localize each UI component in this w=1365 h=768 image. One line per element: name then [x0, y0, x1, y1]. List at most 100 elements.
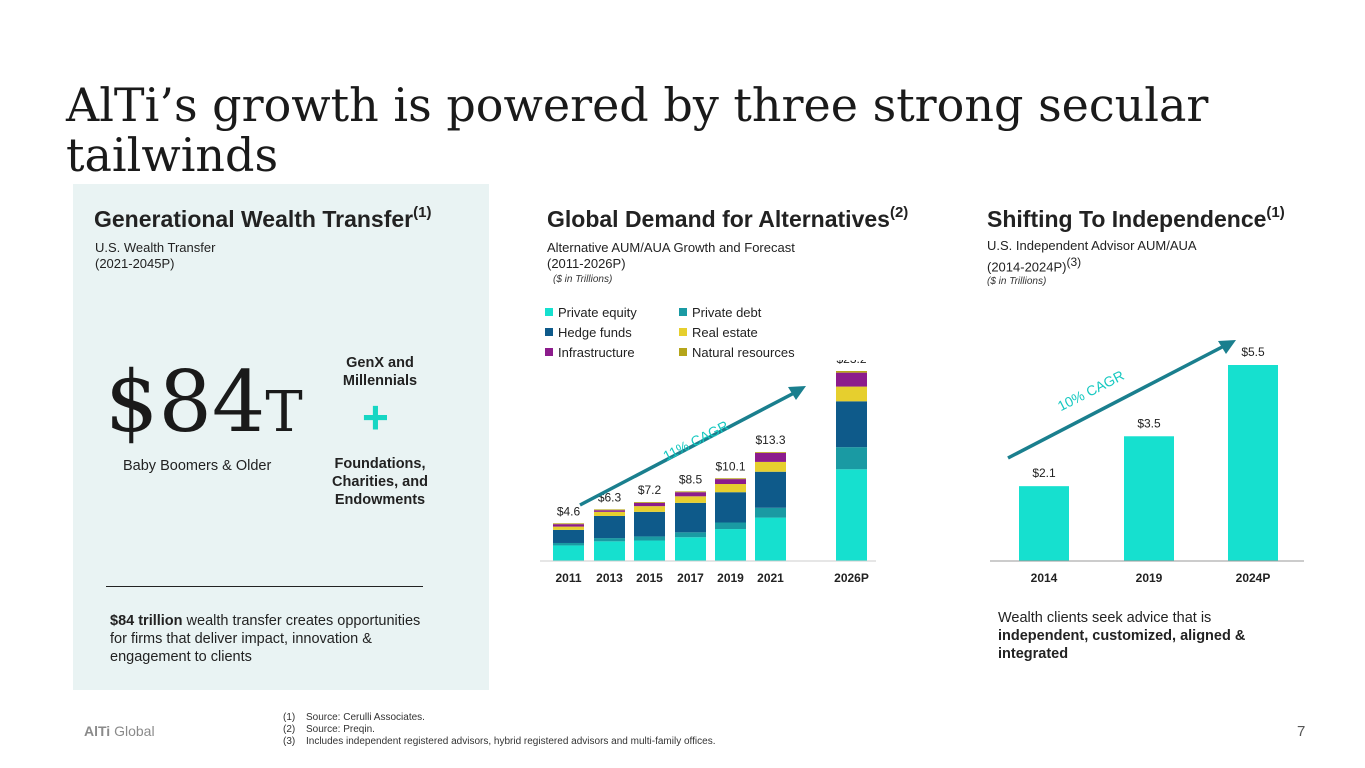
alternatives-chart: $4.62011$6.32013$7.22015$8.52017$10.1201… [540, 360, 876, 585]
divider [106, 586, 423, 587]
bar-segment-private-equity [836, 469, 867, 561]
bar-segment-private-equity [755, 517, 786, 561]
footnote: (2) Source: Preqin. [283, 724, 375, 735]
brand-logo: AlTi Global [84, 723, 155, 739]
independence-cagr-arrow [1007, 340, 1236, 460]
alternatives-heading: Global Demand for Alternatives(2) [547, 204, 909, 232]
bar-segment-infrastructure [553, 524, 584, 527]
legend-private-equity: Private equity [545, 305, 637, 320]
independence-caption: Wealth clients seek advice that is indep… [998, 610, 1246, 662]
bar-segment-private-equity [675, 537, 706, 561]
x-tick-label: 2017 [677, 571, 704, 585]
bar-segment-natural-resources [675, 491, 706, 493]
bar-segment-private-equity [634, 540, 665, 561]
bar-segment-hedge-funds [634, 511, 665, 537]
bar-segment-hedge-funds [715, 492, 746, 523]
baby-boomers-label: Baby Boomers & Older [123, 458, 272, 474]
bar-segment-private-debt [594, 538, 625, 542]
plus-icon: + [362, 391, 389, 443]
independence-bar [1019, 486, 1069, 561]
bar-segment-natural-resources [553, 523, 584, 525]
bar-segment-infrastructure [836, 372, 867, 387]
bar-segment-infrastructure [675, 492, 706, 497]
genx-label: GenX and Millennials [342, 355, 418, 389]
independence-cagr-label: 10% CAGR [1055, 367, 1127, 414]
bar-value-label: $2.1 [1032, 466, 1056, 480]
foundations-label: Foundations, Charities, and Endowments [332, 456, 428, 508]
x-tick-label: 2013 [596, 571, 623, 585]
x-tick-label: 2026P [834, 571, 869, 585]
alternatives-subtitle: Alternative AUM/AUA Growth and Forecast … [547, 240, 795, 271]
bar-segment-private-equity [715, 529, 746, 561]
bar-segment-hedge-funds [755, 471, 786, 508]
bar-segment-private-debt [836, 447, 867, 470]
bar-segment-private-debt [553, 542, 584, 546]
page-title: AlTi’s growth is powered by three strong… [66, 78, 1209, 182]
bar-segment-infrastructure [715, 479, 746, 485]
bar-segment-private-debt [634, 536, 665, 541]
x-tick-label: 2021 [757, 571, 784, 585]
wealth-summary: $84 trillion wealth transfer creates opp… [110, 613, 421, 665]
page-number: 7 [1297, 723, 1306, 740]
legend-hedge-funds: Hedge funds [545, 325, 632, 340]
bar-segment-hedge-funds [675, 502, 706, 533]
bar-segment-hedge-funds [836, 401, 867, 448]
bar-total-label: $10.1 [715, 459, 745, 473]
bar-segment-private-equity [553, 545, 584, 561]
bar-segment-real-estate [715, 484, 746, 493]
x-tick-label: 2015 [636, 571, 663, 585]
bar-segment-infrastructure [634, 502, 665, 507]
x-tick-label: 2011 [555, 571, 581, 585]
bar-value-label: $3.5 [1137, 416, 1161, 430]
legend-natural-resources: Natural resources [679, 345, 795, 360]
independence-bar [1228, 365, 1278, 561]
x-tick-label: 2014 [1031, 571, 1058, 585]
bar-segment-natural-resources [755, 452, 786, 453]
wealth-amount: $84T [105, 353, 303, 451]
alternatives-units-note: ($ in Trillions) [553, 274, 613, 285]
wealth-transfer-heading: Generational Wealth Transfer(1) [94, 204, 432, 232]
x-tick-label: 2019 [1136, 571, 1163, 585]
bar-value-label: $5.5 [1241, 345, 1265, 359]
x-tick-label: 2024P [1236, 571, 1271, 585]
bar-total-label: $8.5 [679, 472, 703, 486]
bar-segment-real-estate [553, 526, 584, 530]
independence-heading: Shifting To Independence(1) [987, 204, 1285, 232]
bar-total-label: $13.3 [755, 433, 785, 447]
bar-segment-real-estate [634, 506, 665, 512]
bar-segment-real-estate [675, 496, 706, 503]
bar-total-label: $4.6 [557, 504, 581, 518]
bar-segment-real-estate [836, 386, 867, 402]
alternatives-cagr-label: 11% CAGR [660, 417, 731, 464]
independence-chart: $2.1 2014 $3.5 2019 $5.5 2024P 10% CAGR [990, 340, 1304, 585]
bar-total-label: $23.2 [836, 360, 866, 366]
independence-bar [1124, 436, 1174, 561]
independence-subtitle: U.S. Independent Advisor AUM/AUA (2014-2… [987, 238, 1197, 275]
bar-segment-private-debt [755, 507, 786, 518]
x-tick-label: 2019 [717, 571, 744, 585]
bar-segment-real-estate [594, 511, 625, 516]
bar-segment-infrastructure [755, 452, 786, 462]
bar-segment-natural-resources [836, 371, 867, 373]
bar-segment-natural-resources [634, 502, 665, 503]
bar-segment-infrastructure [594, 510, 625, 512]
legend-real-estate: Real estate [679, 325, 758, 340]
wealth-transfer-panel [73, 184, 489, 690]
footnotes: (1) Source: Cerulli Associates. (2) Source… [283, 712, 715, 748]
legend-private-debt: Private debt [679, 305, 761, 320]
bar-segment-private-debt [715, 522, 746, 530]
bar-segment-hedge-funds [553, 529, 584, 543]
legend-infrastructure: Infrastructure [545, 345, 635, 360]
independence-units-note: ($ in Trillions) [987, 276, 1047, 287]
bar-segment-real-estate [755, 461, 786, 472]
bar-segment-private-equity [594, 541, 625, 561]
alternatives-cagr-arrow [579, 386, 806, 507]
bar-total-label: $7.2 [638, 483, 662, 497]
bar-segment-private-debt [675, 532, 706, 538]
bar-segment-natural-resources [715, 478, 746, 480]
bar-segment-natural-resources [594, 509, 625, 511]
wealth-transfer-subtitle: U.S. Wealth Transfer (2021-2045P) [95, 240, 216, 271]
footnote: (3) Includes independent registered advis… [283, 736, 716, 747]
footnote: (1) Source: Cerulli Associates. [283, 712, 425, 723]
bar-segment-hedge-funds [594, 515, 625, 539]
